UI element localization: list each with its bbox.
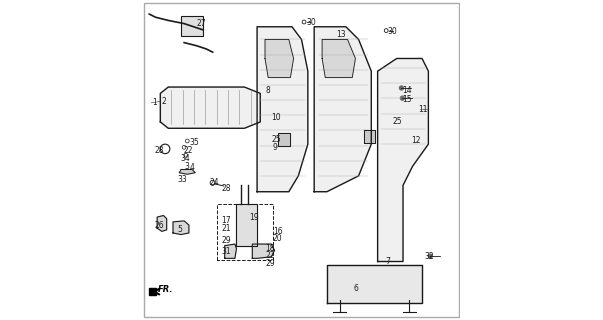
- Polygon shape: [236, 204, 257, 246]
- Polygon shape: [252, 244, 274, 258]
- Text: 26: 26: [155, 220, 165, 229]
- Text: 9: 9: [273, 143, 277, 152]
- Polygon shape: [364, 130, 376, 142]
- Text: 16: 16: [273, 227, 283, 236]
- Text: 24: 24: [209, 178, 219, 187]
- Bar: [181, 16, 203, 36]
- Text: 22: 22: [265, 251, 274, 260]
- Text: 15: 15: [402, 95, 412, 104]
- Polygon shape: [148, 288, 156, 295]
- Polygon shape: [225, 244, 236, 258]
- Text: 25: 25: [271, 135, 281, 144]
- Text: 30: 30: [306, 18, 316, 27]
- Text: 31: 31: [221, 247, 231, 257]
- Text: 22: 22: [183, 146, 193, 155]
- Text: 19: 19: [249, 212, 259, 222]
- Polygon shape: [179, 170, 195, 174]
- Text: 18: 18: [265, 244, 274, 253]
- Polygon shape: [257, 27, 308, 192]
- Text: 11: 11: [418, 105, 428, 114]
- Text: 5: 5: [177, 225, 182, 234]
- Polygon shape: [160, 87, 260, 128]
- Text: 2: 2: [161, 97, 166, 106]
- Text: 27: 27: [196, 19, 206, 28]
- Circle shape: [428, 254, 432, 258]
- Polygon shape: [377, 59, 428, 261]
- Text: 29: 29: [265, 259, 274, 268]
- Text: 10: 10: [271, 113, 281, 122]
- Text: 6: 6: [354, 284, 359, 293]
- Text: 33: 33: [177, 174, 187, 184]
- Text: 21: 21: [221, 224, 231, 233]
- Circle shape: [400, 96, 405, 100]
- Text: 30: 30: [388, 27, 397, 36]
- Text: 8: 8: [265, 86, 270, 95]
- Text: 34: 34: [180, 154, 190, 163]
- Text: 14: 14: [402, 86, 412, 95]
- Text: 25: 25: [393, 117, 402, 126]
- Text: FR.: FR.: [158, 285, 174, 294]
- Text: 28: 28: [155, 146, 165, 155]
- Text: 17: 17: [221, 216, 231, 225]
- Text: 35: 35: [190, 138, 200, 147]
- Text: 32: 32: [425, 252, 434, 261]
- Text: 29: 29: [221, 236, 231, 245]
- Polygon shape: [265, 39, 294, 77]
- Text: 13: 13: [336, 30, 346, 39]
- Text: 28: 28: [221, 184, 231, 193]
- Text: 4: 4: [190, 164, 195, 172]
- Polygon shape: [173, 221, 189, 235]
- Polygon shape: [279, 133, 290, 146]
- Text: 12: 12: [411, 136, 420, 146]
- Polygon shape: [157, 215, 166, 231]
- Polygon shape: [327, 265, 422, 303]
- Polygon shape: [314, 27, 371, 192]
- Text: 3: 3: [184, 162, 189, 171]
- Text: 1: 1: [152, 99, 157, 108]
- Text: 7: 7: [385, 257, 390, 266]
- Text: 20: 20: [273, 234, 283, 243]
- Circle shape: [399, 86, 403, 90]
- Polygon shape: [322, 39, 355, 77]
